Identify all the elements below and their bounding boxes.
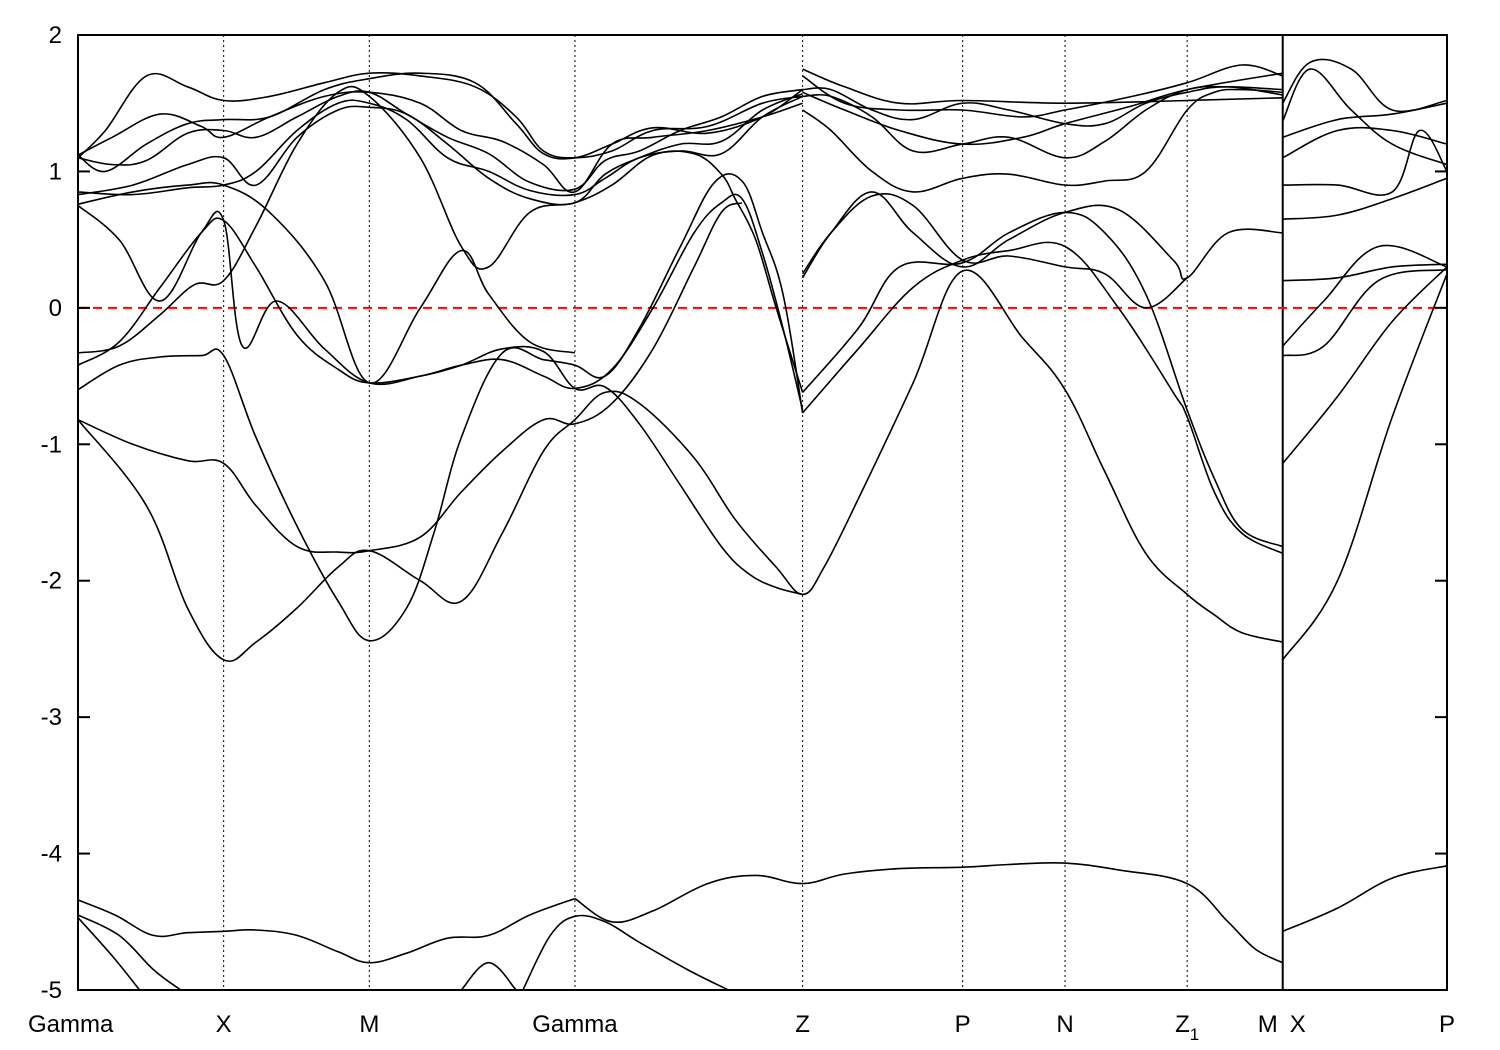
band-line (574, 861, 1284, 964)
band-line (77, 181, 576, 384)
band-line (802, 64, 1283, 118)
x-tick-label: M (1258, 1011, 1278, 1038)
band-line (1282, 244, 1448, 347)
band-line (77, 917, 141, 991)
y-tick-label: 2 (49, 22, 62, 49)
band-line (1282, 126, 1448, 159)
band-line (460, 961, 517, 991)
x-tick-subscript: 1 (1190, 1025, 1199, 1044)
band-line (1282, 266, 1448, 464)
y-tick-label: 0 (49, 295, 62, 322)
band-line (77, 71, 803, 159)
y-tick-labels: 2 1 0 -1 -2 -3 -4 -5 (41, 22, 62, 1004)
y-tick-label: -5 (41, 977, 62, 1004)
x-tick-label: P (955, 1011, 971, 1038)
band-line (77, 269, 1283, 662)
band-line (1282, 263, 1448, 282)
band-line (77, 95, 803, 197)
band-line (77, 202, 743, 554)
band-line (77, 897, 576, 964)
band-line (801, 211, 1284, 548)
x-tick-label: P (1439, 1011, 1455, 1038)
y-tick-label: -4 (41, 841, 62, 868)
x-tick-label: Gamma (28, 1011, 114, 1038)
band-line (77, 914, 182, 991)
x-tick-label: X (1290, 1011, 1306, 1038)
x-tick-label: N (1056, 1011, 1073, 1038)
band-line (1282, 58, 1448, 113)
y-tick-label: 1 (49, 158, 62, 185)
y-tick-label: -2 (41, 568, 62, 595)
x-tick-label: Z (795, 1011, 810, 1038)
kpoint-gridlines (223, 35, 1284, 990)
x-tick-label: M (359, 1011, 379, 1038)
band-line (77, 92, 803, 206)
y-tick-label: -1 (41, 431, 62, 458)
band-line (77, 204, 803, 596)
band-line (1282, 177, 1448, 220)
band-line (77, 193, 804, 411)
band-line (77, 72, 804, 173)
band-line (802, 88, 1283, 193)
band-line (1282, 865, 1448, 933)
band-line (1282, 273, 1448, 661)
x-tick-label: Gamma (532, 1011, 618, 1038)
band-line (1282, 129, 1448, 196)
band-line (77, 173, 804, 642)
band-line (1282, 268, 1448, 357)
y-tick-label: -3 (41, 704, 62, 731)
band-line (522, 914, 729, 991)
band-line (801, 193, 1188, 309)
band-line (802, 72, 1283, 146)
band-lines (77, 58, 1448, 991)
plot-frame (77, 34, 1448, 991)
band-line (801, 241, 1284, 555)
band-line (77, 91, 803, 193)
x-tick-label: X (216, 1011, 232, 1038)
band-line (802, 68, 1283, 105)
band-line (77, 85, 804, 393)
band-line (77, 88, 803, 192)
band-line (801, 191, 1283, 280)
band-line (1281, 68, 1448, 166)
